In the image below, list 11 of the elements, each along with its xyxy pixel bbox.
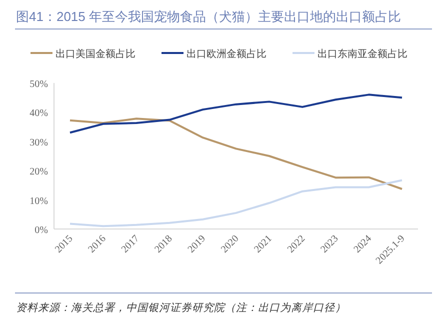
y-tick-label: 30% [30, 137, 48, 148]
y-tick-label: 50% [30, 79, 48, 90]
legend-label: 出口欧洲金额占比 [186, 48, 266, 60]
y-tick-label: 10% [30, 196, 48, 207]
legend-label: 出口美国金额占比 [56, 48, 136, 60]
y-tick-label: 0% [34, 225, 48, 236]
legend-label: 出口东南亚金额占比 [318, 48, 408, 60]
y-tick-label: 20% [30, 166, 48, 178]
text: 资料来源：海关总署，中国银河证券研究院（注：出口为离岸口径） [16, 302, 346, 314]
y-tick-label: 40% [30, 108, 48, 120]
chart-title: 图41：2015 年至今我国宠物食品（犬猫）主要出口地的出口额占比 [16, 9, 401, 24]
